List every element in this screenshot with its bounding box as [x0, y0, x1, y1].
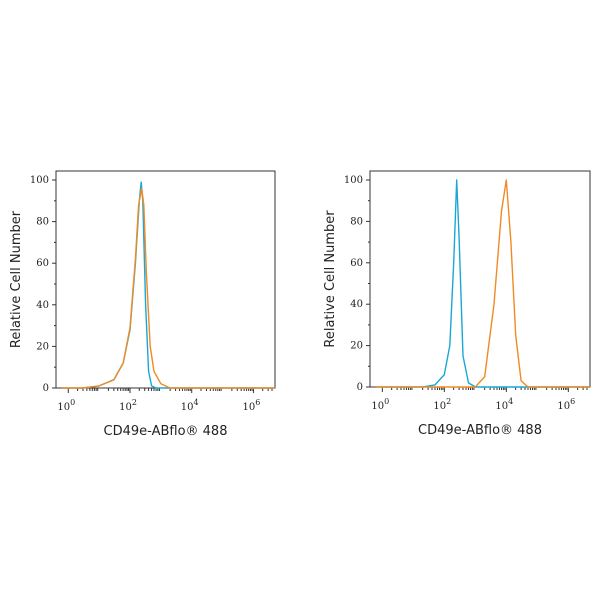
- x-tick-label: 100: [57, 398, 75, 413]
- histogram-series-1: [375, 179, 590, 388]
- y-tick-label: 100: [30, 175, 49, 186]
- x-tick-label: 104: [495, 397, 513, 412]
- x-tick-label: 102: [119, 398, 137, 413]
- x-tick-label: 106: [557, 397, 575, 412]
- x-axis-label: CD49e-ABflo® 488: [104, 424, 228, 439]
- y-tick-label: 0: [357, 382, 363, 393]
- x-tick-label: 100: [371, 397, 389, 412]
- x-axis-label: CD49e-ABflo® 488: [418, 423, 542, 438]
- y-tick-label: 80: [36, 217, 49, 228]
- y-tick-label: 100: [344, 175, 363, 186]
- y-axis-label: Relative Cell Number: [323, 210, 338, 348]
- y-tick-label: 80: [350, 216, 363, 227]
- histogram-series-2: [61, 187, 275, 389]
- x-tick-label: 106: [243, 398, 261, 413]
- y-tick-label: 60: [350, 258, 363, 269]
- histogram-series-1: [61, 181, 275, 389]
- y-tick-label: 20: [350, 341, 363, 352]
- y-tick-label: 40: [350, 299, 363, 310]
- x-tick-label: 104: [181, 398, 199, 413]
- y-tick-label: 40: [36, 300, 49, 311]
- plot-1: 0 20 40 60 80 100 100 102 104 106 CD49e-ABflo® 488…: [9, 170, 276, 439]
- histogram-series-2: [375, 179, 590, 388]
- plot-frame: [55, 170, 276, 389]
- y-tick-label: 60: [36, 258, 49, 269]
- y-axis-label: Relative Cell Number: [9, 210, 24, 348]
- y-tick-label: 20: [36, 341, 49, 352]
- x-tick-label: 102: [433, 397, 451, 412]
- plot-frame: [369, 170, 591, 388]
- plot-2: 0 20 40 60 80 100 100 102 104 106 CD49e-ABflo® 488…: [323, 170, 591, 438]
- y-tick-label: 0: [43, 383, 49, 394]
